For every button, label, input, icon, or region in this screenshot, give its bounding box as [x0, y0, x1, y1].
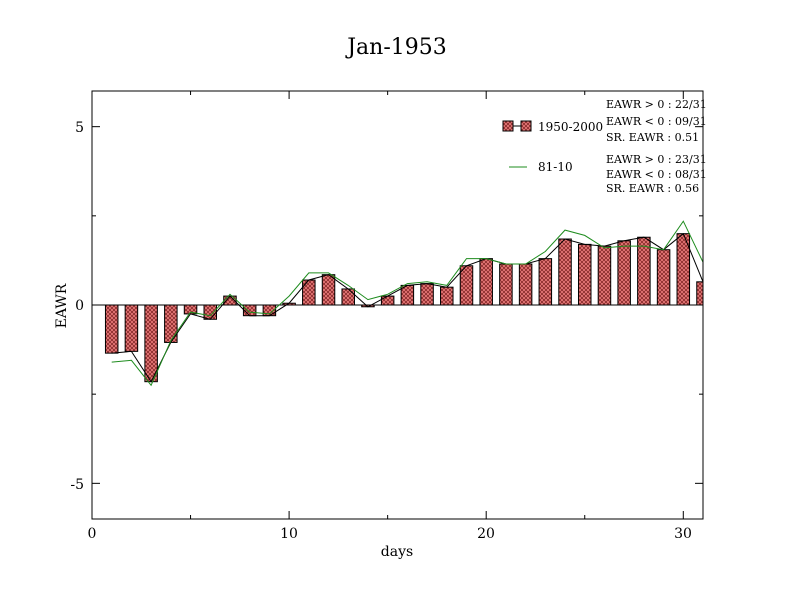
legend-label-81-10: 81-10	[538, 160, 573, 174]
legend-stat-81-10-neg: EAWR < 0 : 08/31	[606, 168, 707, 181]
bar-day-24	[558, 238, 572, 306]
bar-day-1	[104, 304, 119, 354]
y-tick-label-0: 0	[75, 298, 84, 314]
bar-day-13	[341, 288, 355, 306]
legend-swatch-1950-2000-b	[520, 120, 532, 132]
x-axis-label: days	[381, 544, 413, 560]
legend-label-1950-2000: 1950-2000	[538, 120, 603, 134]
bar-day-17	[420, 283, 434, 306]
bar-day-25	[577, 243, 592, 306]
legend-stat-1950-2000-neg: EAWR < 0 : 09/31	[606, 115, 707, 128]
bar-day-21	[499, 263, 513, 306]
bar-day-31	[696, 281, 704, 306]
x-tick-label-20: 20	[477, 526, 495, 542]
bar-day-11	[302, 279, 316, 306]
legend-stat-1950-2000-sr: SR. EAWR : 0.51	[606, 131, 699, 144]
axis-ticks	[91, 91, 703, 519]
y-tick-label-5: 5	[75, 120, 84, 136]
bar-day-3	[144, 304, 158, 383]
line-81-10	[111, 220, 704, 387]
bar-day-8	[242, 304, 257, 317]
x-tick-label-30: 30	[674, 526, 692, 542]
bar-day-26	[597, 245, 612, 306]
bar-day-19	[459, 265, 474, 306]
x-tick-label-0: 0	[88, 526, 97, 542]
bar-day-15	[380, 295, 395, 306]
bar-day-29	[656, 249, 671, 306]
bar-day-22	[518, 263, 533, 306]
legend-stat-1950-2000-pos: EAWR > 0 : 22/31	[606, 98, 707, 111]
y-axis-label: EAWR	[54, 283, 70, 328]
bar-day-23	[538, 258, 553, 306]
legend-swatch-1950-2000-a	[502, 120, 514, 132]
chart-title: Jan-1953	[345, 35, 447, 60]
legend-stat-81-10-pos: EAWR > 0 : 23/31	[606, 153, 707, 166]
bar-day-2	[124, 304, 139, 352]
bar-day-27	[617, 240, 631, 306]
line-1950-2000	[111, 232, 704, 383]
line-series-group	[111, 220, 704, 387]
bar-day-18	[440, 286, 454, 306]
legend: 1950-2000 EAWR > 0 : 22/31 EAWR < 0 : 09…	[502, 98, 707, 195]
bar-day-6	[203, 304, 218, 320]
bar-day-20	[479, 258, 493, 306]
bar-day-12	[321, 274, 336, 306]
legend-stat-81-10-sr: SR. EAWR : 0.56	[606, 182, 699, 195]
y-tick-label-neg5: -5	[70, 477, 84, 493]
x-tick-label-10: 10	[280, 526, 298, 542]
bar-series-1950-2000	[92, 233, 704, 383]
